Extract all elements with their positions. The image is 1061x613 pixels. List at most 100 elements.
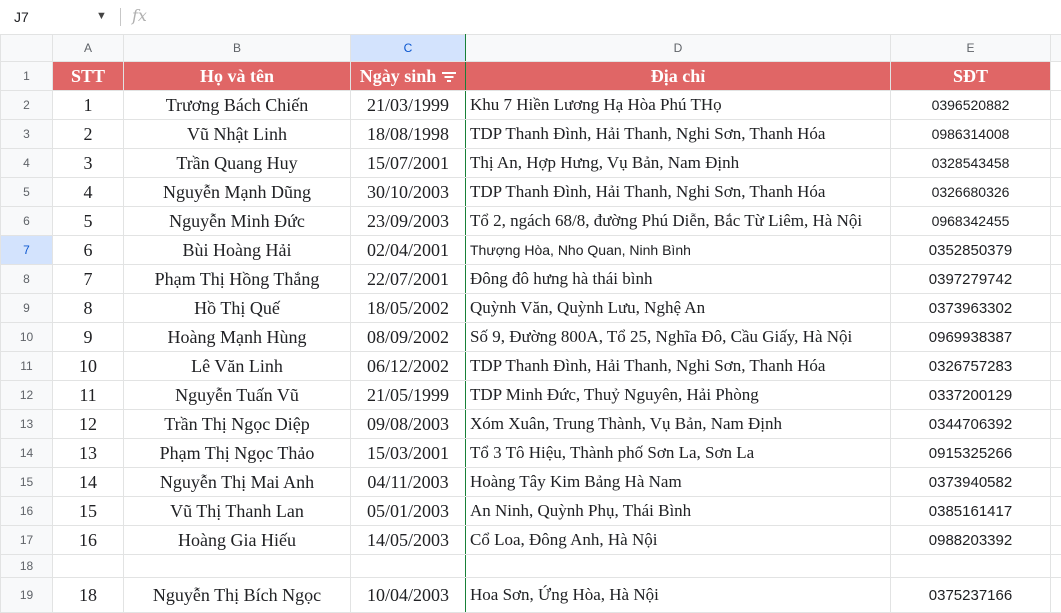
cell-name[interactable]: Hoàng Gia Hiếu xyxy=(124,526,351,555)
cell-dob[interactable]: 30/10/2003 xyxy=(351,178,466,207)
cell-phone[interactable]: 0385161417 xyxy=(891,497,1051,526)
chevron-down-icon[interactable]: ▼ xyxy=(96,10,107,22)
empty-cell[interactable] xyxy=(1051,439,1061,468)
cell-dob[interactable]: 05/01/2003 xyxy=(351,497,466,526)
header-address[interactable]: Địa chỉ xyxy=(466,62,891,91)
row-number[interactable]: 5 xyxy=(1,178,53,207)
cell-phone[interactable] xyxy=(891,555,1051,578)
cell-address[interactable]: Thượng Hòa, Nho Quan, Ninh Bình xyxy=(466,236,891,265)
cell-phone[interactable]: 0328543458 xyxy=(891,149,1051,178)
cell-address[interactable]: An Ninh, Quỳnh Phụ, Thái Bình xyxy=(466,497,891,526)
cell-phone[interactable]: 0373940582 xyxy=(891,468,1051,497)
cell-stt[interactable]: 4 xyxy=(53,178,124,207)
cell-dob[interactable]: 18/08/1998 xyxy=(351,120,466,149)
cell-name[interactable]: Hồ Thị Quế xyxy=(124,294,351,323)
cell-dob[interactable]: 08/09/2002 xyxy=(351,323,466,352)
cell-name[interactable]: Nguyễn Thị Mai Anh xyxy=(124,468,351,497)
empty-cell[interactable] xyxy=(1051,468,1061,497)
row-number[interactable]: 10 xyxy=(1,323,53,352)
empty-cell[interactable] xyxy=(1051,410,1061,439)
cell-stt[interactable]: 1 xyxy=(53,91,124,120)
empty-cell[interactable] xyxy=(1051,207,1061,236)
empty-cell[interactable] xyxy=(1051,381,1061,410)
cell-dob[interactable] xyxy=(351,555,466,578)
cell-dob[interactable]: 18/05/2002 xyxy=(351,294,466,323)
row-number[interactable]: 3 xyxy=(1,120,53,149)
row-number[interactable]: 2 xyxy=(1,91,53,120)
empty-cell[interactable] xyxy=(1051,323,1061,352)
cell-address[interactable]: Thị An, Hợp Hưng, Vụ Bản, Nam Định xyxy=(466,149,891,178)
column-header-f[interactable] xyxy=(1051,35,1061,62)
cell-dob[interactable]: 23/09/2003 xyxy=(351,207,466,236)
header-dob[interactable]: Ngày sinh xyxy=(351,62,466,91)
row-number[interactable]: 9 xyxy=(1,294,53,323)
cell-address[interactable] xyxy=(466,555,891,578)
select-all-corner[interactable] xyxy=(1,35,53,62)
row-number[interactable]: 4 xyxy=(1,149,53,178)
cell-stt[interactable]: 15 xyxy=(53,497,124,526)
column-header-e[interactable]: E xyxy=(891,35,1051,62)
row-number[interactable]: 8 xyxy=(1,265,53,294)
cell-address[interactable]: Hoàng Tây Kim Bảng Hà Nam xyxy=(466,468,891,497)
empty-cell[interactable] xyxy=(1051,555,1061,578)
cell-address[interactable]: Khu 7 Hiền Lương Hạ Hòa Phú THọ xyxy=(466,91,891,120)
cell-phone[interactable]: 0986314008 xyxy=(891,120,1051,149)
empty-cell[interactable] xyxy=(1051,352,1061,381)
cell-name[interactable]: Trần Quang Huy xyxy=(124,149,351,178)
row-number[interactable]: 11 xyxy=(1,352,53,381)
empty-cell[interactable] xyxy=(1051,497,1061,526)
cell-dob[interactable]: 09/08/2003 xyxy=(351,410,466,439)
row-number[interactable]: 14 xyxy=(1,439,53,468)
cell-stt[interactable]: 5 xyxy=(53,207,124,236)
cell-stt[interactable]: 13 xyxy=(53,439,124,468)
cell-address[interactable]: Hoa Sơn, Ứng Hòa, Hà Nội xyxy=(466,578,891,613)
cell-stt[interactable]: 12 xyxy=(53,410,124,439)
row-number[interactable]: 16 xyxy=(1,497,53,526)
cell-address[interactable]: Đông đô hưng hà thái bình xyxy=(466,265,891,294)
cell-stt[interactable]: 9 xyxy=(53,323,124,352)
cell-phone[interactable]: 0988203392 xyxy=(891,526,1051,555)
name-box[interactable]: J7 ▼ xyxy=(0,0,116,34)
cell-address[interactable]: TDP Thanh Đình, Hải Thanh, Nghi Sơn, Tha… xyxy=(466,120,891,149)
cell-dob[interactable]: 15/03/2001 xyxy=(351,439,466,468)
cell-address[interactable]: Xóm Xuân, Trung Thành, Vụ Bản, Nam Định xyxy=(466,410,891,439)
cell-stt[interactable]: 11 xyxy=(53,381,124,410)
cell-phone[interactable]: 0969938387 xyxy=(891,323,1051,352)
row-number[interactable]: 12 xyxy=(1,381,53,410)
cell-dob[interactable]: 06/12/2002 xyxy=(351,352,466,381)
cell-name[interactable]: Hoàng Mạnh Hùng xyxy=(124,323,351,352)
empty-cell[interactable] xyxy=(1051,91,1061,120)
cell-phone[interactable]: 0397279742 xyxy=(891,265,1051,294)
cell-stt[interactable]: 14 xyxy=(53,468,124,497)
cell-name[interactable]: Phạm Thị Ngọc Thảo xyxy=(124,439,351,468)
cell-stt[interactable]: 7 xyxy=(53,265,124,294)
cell-address[interactable]: Quỳnh Văn, Quỳnh Lưu, Nghệ An xyxy=(466,294,891,323)
cell-dob[interactable]: 10/04/2003 xyxy=(351,578,466,613)
cell-phone[interactable]: 0326757283 xyxy=(891,352,1051,381)
cell-address[interactable]: TDP Thanh Đình, Hải Thanh, Nghi Sơn, Tha… xyxy=(466,352,891,381)
cell-name[interactable]: Nguyễn Tuấn Vũ xyxy=(124,381,351,410)
cell-name[interactable]: Nguyễn Minh Đức xyxy=(124,207,351,236)
cell-phone[interactable]: 0915325266 xyxy=(891,439,1051,468)
empty-cell[interactable] xyxy=(1051,578,1061,613)
cell-dob[interactable]: 14/05/2003 xyxy=(351,526,466,555)
empty-cell[interactable] xyxy=(1051,178,1061,207)
cell-stt[interactable]: 6 xyxy=(53,236,124,265)
cell-phone[interactable]: 0326680326 xyxy=(891,178,1051,207)
cell-phone[interactable]: 0375237166 xyxy=(891,578,1051,613)
header-stt[interactable]: STT xyxy=(53,62,124,91)
empty-cell[interactable] xyxy=(1051,236,1061,265)
row-number[interactable]: 18 xyxy=(1,555,53,578)
row-number[interactable]: 17 xyxy=(1,526,53,555)
cell-dob[interactable]: 15/07/2001 xyxy=(351,149,466,178)
filter-icon[interactable] xyxy=(442,72,456,82)
cell-name[interactable]: Trần Thị Ngọc Diệp xyxy=(124,410,351,439)
cell-address[interactable]: Số 9, Đường 800A, Tổ 25, Nghĩa Đô, Cầu G… xyxy=(466,323,891,352)
row-number[interactable]: 6 xyxy=(1,207,53,236)
column-header-c[interactable]: C xyxy=(351,35,466,62)
cell-phone[interactable]: 0352850379 xyxy=(891,236,1051,265)
cell-name[interactable]: Phạm Thị Hồng Thắng xyxy=(124,265,351,294)
empty-cell[interactable] xyxy=(1051,526,1061,555)
cell-phone[interactable]: 0373963302 xyxy=(891,294,1051,323)
cell-dob[interactable]: 21/05/1999 xyxy=(351,381,466,410)
